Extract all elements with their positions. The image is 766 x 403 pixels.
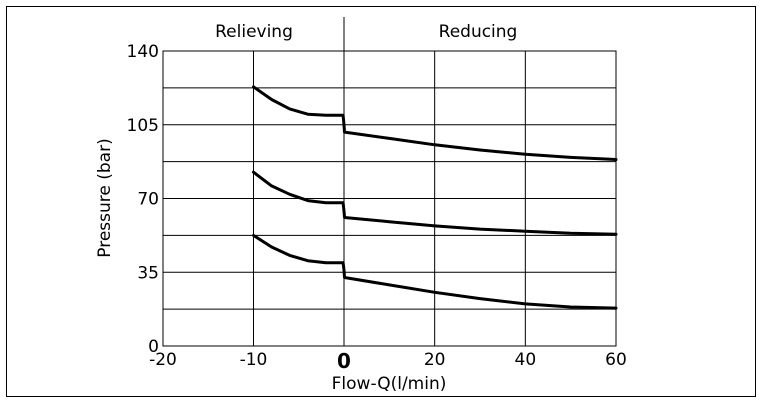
series-line-2 — [252, 170, 618, 236]
chart-frame — [6, 6, 756, 397]
y-tick-label: 105 — [127, 116, 159, 136]
region-label: Relieving — [215, 22, 293, 42]
series-line-1 — [252, 85, 618, 161]
y-tick-label: 0 — [148, 337, 159, 357]
series-line-3 — [252, 233, 618, 310]
series-group — [252, 85, 618, 310]
x-tick-label: -20 — [149, 350, 177, 370]
y-tick-labels: 0 35 70 105 140 — [127, 42, 159, 357]
x-tick-label: 0 — [337, 349, 351, 373]
x-tick-label: 20 — [424, 350, 446, 370]
y-tick-label: 70 — [137, 190, 159, 210]
x-tick-label: -10 — [240, 350, 268, 370]
grid — [162, 17, 617, 347]
y-tick-label: 35 — [137, 263, 159, 283]
y-tick-label: 140 — [127, 42, 159, 62]
x-tick-label: 60 — [605, 350, 627, 370]
y-axis-label: Pressure (bar) — [95, 138, 115, 257]
region-label: Reducing — [439, 22, 518, 42]
x-tick-labels: -20 -10 0 20 40 60 — [149, 349, 627, 373]
region-labels: Relieving Reducing — [215, 22, 517, 42]
x-tick-label: 40 — [515, 350, 537, 370]
x-axis-label: Flow-Q(l/min) — [332, 374, 447, 394]
